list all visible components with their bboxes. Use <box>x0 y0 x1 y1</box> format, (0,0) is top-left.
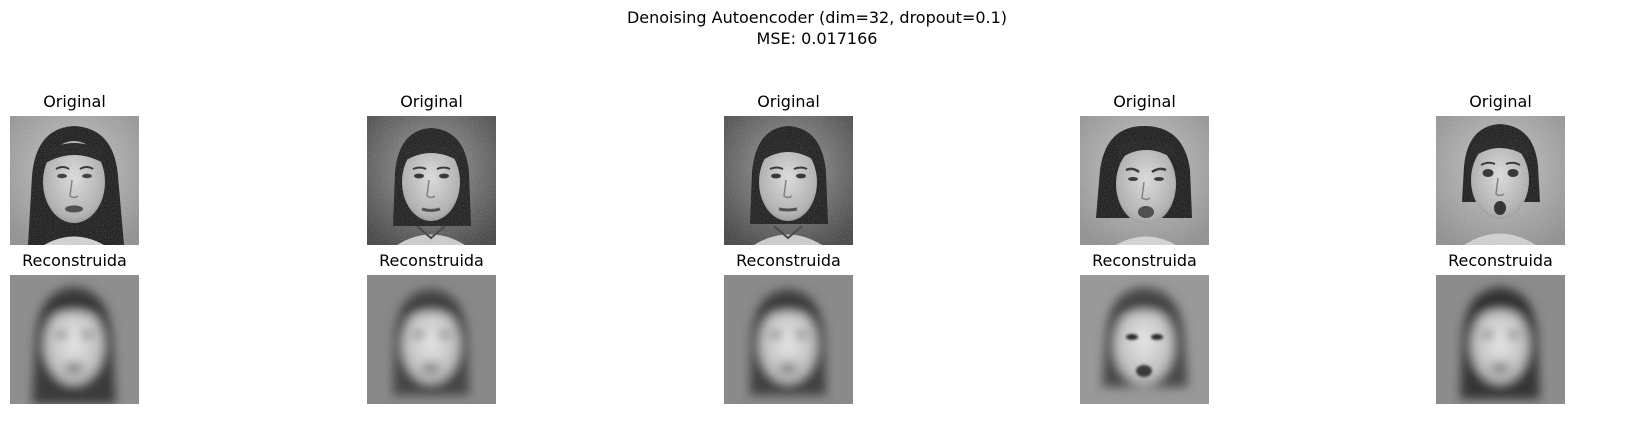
original-face-image <box>1080 116 1209 245</box>
original-face-image <box>724 116 853 245</box>
original-face-image <box>10 116 139 245</box>
reconstruction-title: Reconstruida <box>379 251 484 270</box>
reconstructed-face-image <box>724 275 853 404</box>
reconstructed-face-image <box>367 275 496 404</box>
original-title: Original <box>43 92 106 111</box>
reconstructed-face-image <box>1436 275 1565 404</box>
original-title: Original <box>400 92 463 111</box>
original-face-image <box>367 116 496 245</box>
original-title: Original <box>1469 92 1532 111</box>
reconstruction-title: Reconstruida <box>1092 251 1197 270</box>
reconstructed-face-image <box>10 275 139 404</box>
original-title: Original <box>1113 92 1176 111</box>
original-title: Original <box>757 92 820 111</box>
reconstruction-title: Reconstruida <box>22 251 127 270</box>
reconstruction-title: Reconstruida <box>736 251 841 270</box>
reconstructed-face-image <box>1080 275 1209 404</box>
reconstruction-title: Reconstruida <box>1448 251 1553 270</box>
figure-title: Denoising Autoencoder (dim=32, dropout=0… <box>626 8 1008 27</box>
mse-score: MSE: 0.017166 <box>756 29 878 48</box>
original-face-image <box>1436 116 1565 245</box>
